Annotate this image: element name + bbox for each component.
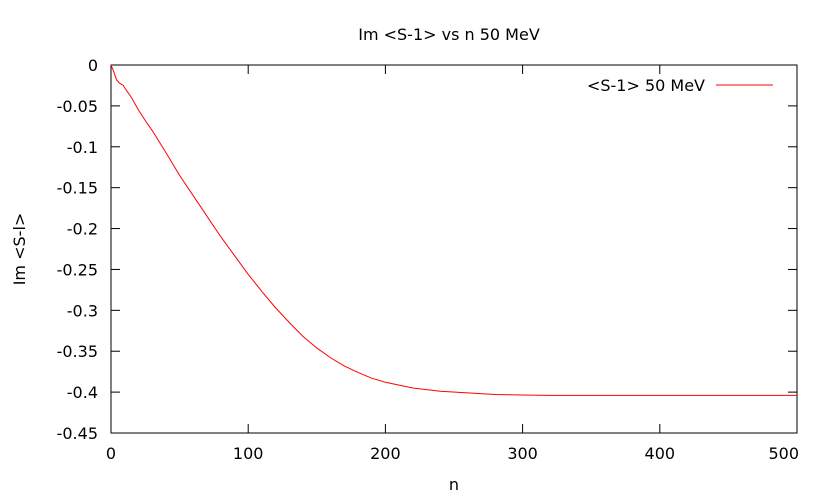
y-tick-label: -0.2 bbox=[67, 220, 98, 239]
legend: <S-1> 50 MeV bbox=[587, 76, 773, 95]
y-tick-label: -0.35 bbox=[57, 342, 98, 361]
x-axis-ticks: 0 100 200 300 400 500 bbox=[106, 65, 799, 463]
legend-label: <S-1> 50 MeV bbox=[587, 76, 705, 95]
plot-frame bbox=[110, 64, 798, 434]
x-tick-label: 200 bbox=[370, 444, 401, 463]
y-tick-label: 0 bbox=[88, 56, 98, 75]
x-tick-label: 0 bbox=[106, 444, 116, 463]
series-group bbox=[110, 64, 797, 396]
x-tick-label: 400 bbox=[645, 444, 676, 463]
x-tick-label: 300 bbox=[507, 444, 538, 463]
y-tick-label: -0.3 bbox=[67, 301, 98, 320]
y-axis-ticks: 0 -0.05 -0.1 -0.15 -0.2 -0.25 -0.3 -0.35 -0.4 -0.… bbox=[57, 56, 797, 443]
x-tick-label: 500 bbox=[768, 444, 799, 463]
series-line bbox=[110, 64, 797, 396]
y-tick-label: -0.25 bbox=[57, 260, 98, 279]
y-tick-label: -0.15 bbox=[57, 179, 98, 198]
y-tick-label: -0.1 bbox=[67, 138, 98, 157]
y-tick-label: -0.05 bbox=[57, 97, 98, 116]
y-tick-label: -0.4 bbox=[67, 383, 98, 402]
y-axis-label: Im <S-l> bbox=[10, 213, 29, 286]
y-tick-label: -0.45 bbox=[57, 424, 98, 443]
chart-title: Im <S-1> vs n 50 MeV bbox=[358, 25, 540, 44]
x-tick-label: 100 bbox=[233, 444, 264, 463]
x-axis-label: n bbox=[449, 475, 459, 494]
